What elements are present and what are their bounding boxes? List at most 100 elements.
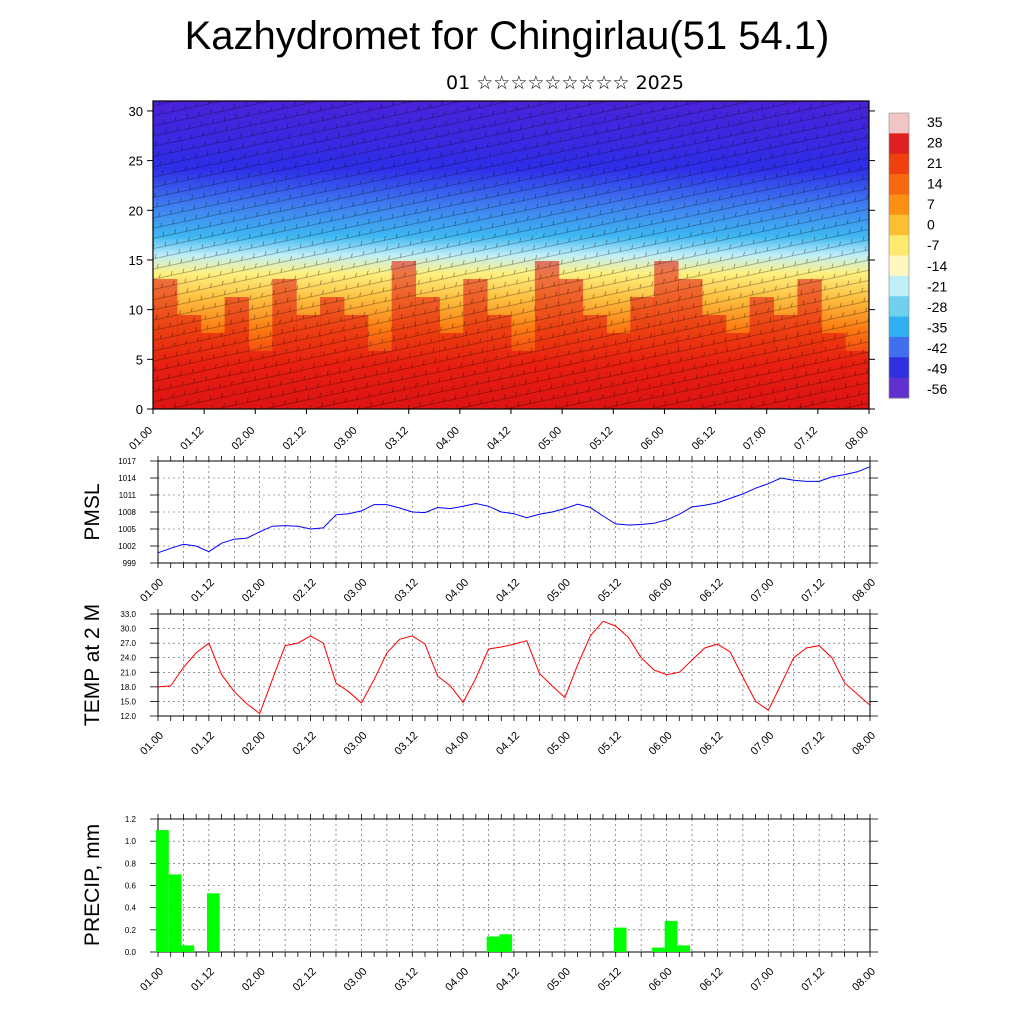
colorbar-frame (888, 112, 910, 399)
colorbar-label: 35 (927, 114, 943, 130)
pmsl-frame (157, 460, 871, 564)
colorbar-label: 21 (927, 155, 943, 171)
temp-ytick-label: 27.0 (120, 639, 136, 648)
precip-xtick-label: 01.00 (138, 966, 166, 994)
xs-ytick-label: 20 (129, 203, 143, 218)
precip-xtick-label: 07.12 (799, 966, 827, 994)
pmsl-xtick-label: 03.12 (392, 577, 420, 605)
precip-xtick-label: 06.12 (698, 966, 726, 994)
precip-bar (664, 920, 678, 952)
xs-xtick-label: 07.12 (792, 425, 820, 453)
colorbar-segment (889, 133, 909, 155)
colorbar-label: -42 (927, 340, 947, 356)
precip-bar (486, 936, 500, 952)
xs-xtick-label: 04.12 (485, 425, 513, 453)
xs-ytick-label: 15 (129, 253, 143, 268)
xs-ytick-label: 0 (136, 402, 143, 417)
precip-bar (206, 893, 220, 952)
pmsl-ytick-label: 1014 (118, 474, 136, 483)
pmsl-xtick-label: 05.12 (596, 577, 624, 605)
temp-xtick-label: 02.00 (240, 730, 268, 758)
temp-panel: TEMP at 2 M 12.0 15.0 18.0 21.0 24.0 27.0 30.0… (81, 604, 878, 758)
precip-ylabel: PRECIP, mm (81, 824, 104, 946)
pmsl-xtick-label: 07.00 (748, 577, 776, 605)
temp-ylabel: TEMP at 2 M (81, 604, 104, 726)
xs-xtick-label: 03.12 (383, 425, 411, 453)
colorbar-segment (889, 296, 909, 318)
xs-ytick-label: 30 (129, 104, 143, 119)
temp-xtick-label: 05.12 (596, 730, 624, 758)
precip-bar (156, 830, 169, 952)
precip-bar (168, 874, 182, 952)
colorbar-segment (889, 214, 909, 236)
precip-xtick-label: 04.12 (494, 966, 522, 994)
colorbar-segment (889, 275, 909, 297)
chart-subtitle: 01 ☆☆☆☆☆☆☆☆☆ 2025 (446, 72, 684, 94)
precip-xtick-label: 03.12 (392, 966, 420, 994)
pmsl-xtick-label: 07.12 (799, 577, 827, 605)
precip-ytick-label: 0.8 (125, 859, 137, 868)
temp-xtick-label: 01.00 (138, 730, 166, 758)
colorbar-label: 14 (927, 176, 943, 192)
precip-ytick-label: 0.0 (125, 948, 137, 957)
precip-xtick-label: 07.00 (748, 966, 776, 994)
pmsl-series-line (157, 466, 871, 554)
pmsl-ytick-label: 999 (123, 559, 137, 568)
precip-xtick-label: 02.12 (291, 966, 319, 994)
colorbar: 35 28 21 14 7 0 -7 -14 -21 -28 -35 -42 -49 -56 (888, 112, 947, 399)
colorbar-label: -28 (927, 299, 947, 315)
pmsl-ytick-label: 1017 (118, 457, 136, 466)
colorbar-segment (889, 377, 909, 399)
colorbar-label: -49 (927, 360, 947, 376)
colorbar-segment (889, 316, 909, 338)
temp-xtick-label: 04.12 (494, 730, 522, 758)
colorbar-label: -35 (927, 319, 947, 335)
temp-xtick-label: 01.12 (189, 730, 217, 758)
colorbar-segment (889, 357, 909, 379)
xs-xtick-label: 08.00 (843, 425, 871, 453)
precip-ytick-label: 1.2 (125, 815, 137, 824)
wind-barbs-layer (153, 101, 869, 409)
colorbar-label: -14 (927, 258, 947, 274)
precip-ytick-label: 0.6 (125, 882, 137, 891)
temp-xtick-label: 07.00 (748, 730, 776, 758)
xs-xtick-label: 06.12 (690, 425, 718, 453)
chart-title: Kazhydromet for Chingirlau(51 54.1) (184, 14, 830, 58)
xs-xtick-label: 01.12 (178, 425, 206, 453)
temp-xtick-label: 08.00 (850, 730, 878, 758)
xs-xtick-label: 05.00 (536, 425, 564, 453)
temp-xtick-label: 02.12 (291, 730, 319, 758)
pmsl-xtick-label: 01.00 (138, 577, 166, 605)
precip-xtick-label: 05.12 (596, 966, 624, 994)
pmsl-xtick-label: 04.00 (443, 577, 471, 605)
temp-ytick-label: 21.0 (120, 668, 136, 677)
xs-xtick-label: 02.12 (281, 425, 309, 453)
colorbar-segment (889, 255, 909, 277)
colorbar-segment (889, 235, 909, 256)
cross-section-x-axis: 01.00 01.12 02.00 02.12 03.00 03.12 04.00 04.12… (127, 409, 871, 453)
pmsl-xtick-label: 04.12 (494, 577, 522, 605)
pmsl-panel: PMSL 999 1002 1005 1008 1011 1014 1017 01.00 01.… (81, 456, 878, 605)
xs-xtick-label: 06.00 (639, 425, 667, 453)
xs-xtick-label: 03.00 (332, 425, 360, 453)
pmsl-ytick-label: 1011 (119, 491, 137, 500)
temp-xtick-label: 06.12 (698, 730, 726, 758)
colorbar-segment (889, 174, 909, 195)
pmsl-xtick-label: 02.00 (240, 577, 268, 605)
colorbar-label: -21 (927, 278, 947, 294)
precip-xtick-label: 08.00 (850, 966, 878, 994)
precip-bar (181, 945, 195, 952)
pmsl-xtick-label: 08.00 (850, 577, 878, 605)
precip-xtick-label: 03.00 (342, 966, 370, 994)
colorbar-label: 7 (927, 196, 935, 212)
precip-bar (651, 947, 665, 952)
precip-bar (499, 934, 513, 952)
temp-xtick-label: 04.00 (443, 730, 471, 758)
colorbar-segment (889, 153, 909, 175)
pmsl-xtick-label: 06.00 (647, 577, 675, 605)
precip-ytick-label: 1.0 (125, 837, 137, 846)
xs-xtick-label: 02.00 (229, 425, 257, 453)
temp-frame (157, 613, 871, 717)
xs-ytick-label: 25 (129, 154, 143, 169)
